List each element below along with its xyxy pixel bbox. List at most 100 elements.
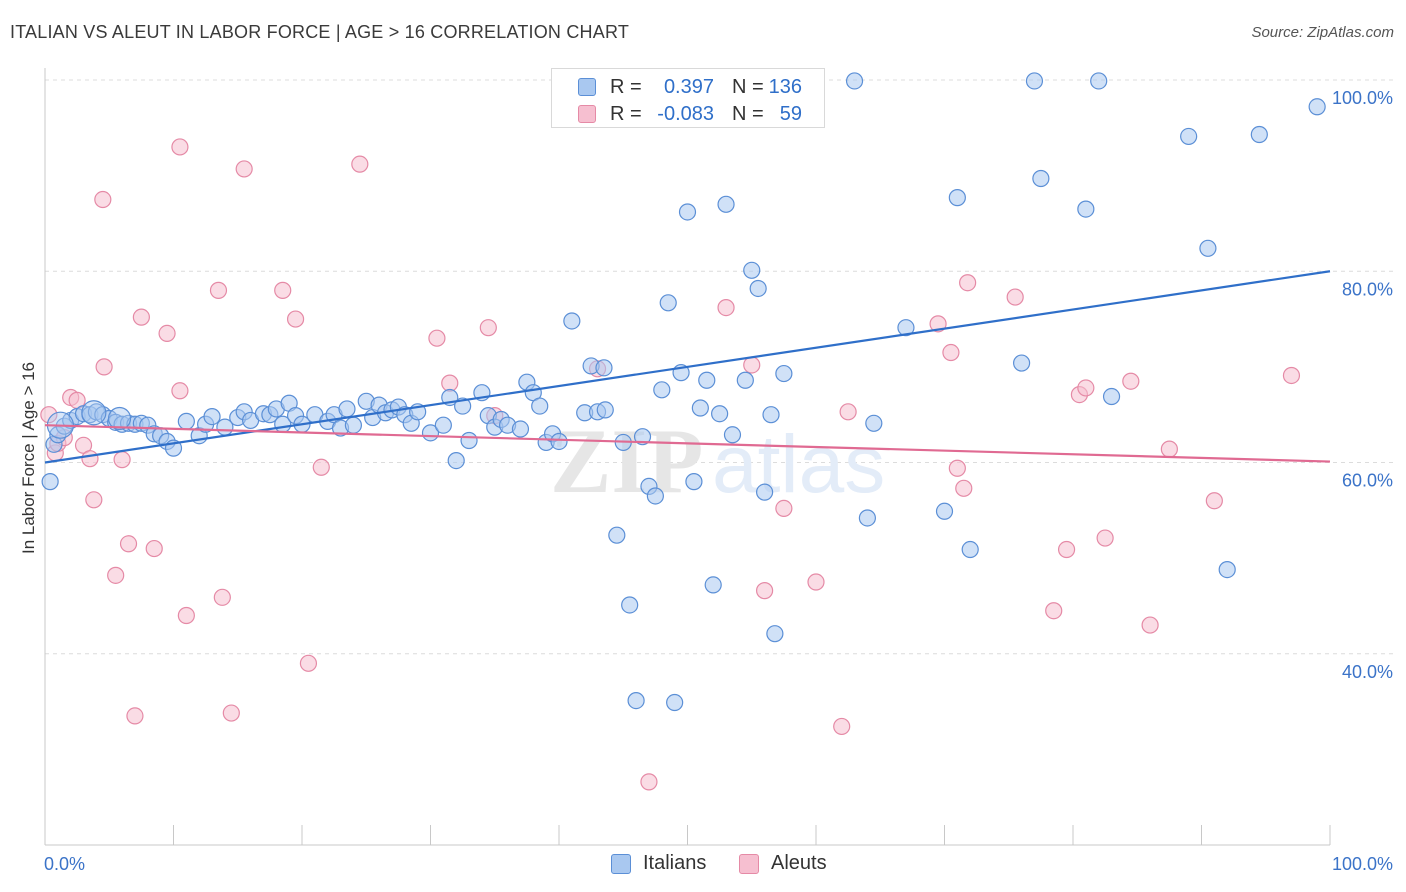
aleut-point [833,717,851,736]
aleut-point [235,160,253,178]
aleuts-swatch [578,105,596,123]
italian-point [596,401,614,419]
aleut-point [81,450,99,468]
italian-point-cluster [81,400,107,426]
italian-point [550,432,568,451]
aleut-point [274,281,292,299]
italian-points [41,72,1326,712]
y-tick-label: 40.0% [1342,662,1393,682]
source-label: Source: ZipAtlas.com [1251,24,1394,41]
n-value: 59 [779,103,802,125]
aleut-point [1282,366,1301,385]
italian-point [736,371,754,389]
correlation-legend: R = 0.397 N = 136 R = -0.083 N = 59 [551,68,825,128]
aleut-point [775,499,793,517]
italian-point [531,397,549,415]
aleut-point [1205,492,1223,510]
italian-point [762,406,780,424]
italian-point [685,473,703,491]
italian-point [646,487,664,505]
italian-point [344,416,362,434]
italians-swatch [578,78,596,96]
aleut-point [955,479,973,497]
italian-point [1199,239,1217,257]
italian-point [897,319,915,337]
italian-point [454,397,472,415]
y-tick-label: 60.0% [1342,471,1393,491]
watermark: ZIP atlas [550,410,885,512]
r-label: R = [610,103,642,125]
n-label: N = [732,76,764,98]
aleut-point [428,329,446,347]
italian-point [775,364,793,383]
italian-point [1090,72,1108,90]
italian-point [755,483,774,501]
aleut-point [126,707,144,725]
aleut-point [1122,372,1140,390]
aleut-point [1096,529,1114,547]
italian-point [633,428,652,446]
aleut-point [717,298,735,317]
aleut-point [942,343,960,362]
italian-point [460,431,478,450]
italian-point [563,312,581,330]
legend-row-italians: R = 0.397 N = 136 [552,73,824,99]
italian-point [717,195,735,213]
watermark-zip: ZIP [550,410,703,512]
aleut-point [209,281,228,299]
aleut-point [132,308,150,326]
y-tick-label: 100.0% [1332,88,1393,108]
italian-point [666,693,684,712]
italian-point [338,400,356,418]
aleut-point [85,491,103,509]
italian-point [447,451,465,470]
y-tick-label: 80.0% [1342,279,1393,299]
aleut-point [286,310,305,328]
aleut-point [1160,440,1178,458]
aleut-point [743,356,761,374]
italian-point [1025,72,1044,90]
r-value: 0.397 [663,76,714,98]
italian-point [766,625,784,643]
axes [44,68,1331,846]
aleut-point [1141,616,1159,634]
italian-point [1308,98,1326,116]
italian-point [1077,200,1095,218]
n-value: 136 [768,76,802,98]
aleut-point [312,458,330,476]
aleut-point [959,274,977,292]
r-label: R = [610,76,642,98]
aleut-points [40,138,1301,791]
italian-point [203,408,221,426]
trend-lines [44,270,1331,464]
aleut-point [1057,540,1076,559]
italian-point [595,359,613,377]
aleut-point [948,459,966,477]
aleuts-legend-label: Aleuts [771,852,827,874]
aleut-point [107,566,125,584]
italian-point [41,473,59,491]
italian-point [749,279,767,298]
aleut-point [1006,288,1024,306]
italian-point [704,576,722,594]
italian-point [1250,125,1268,144]
italian-point [711,405,729,423]
aleut-point [119,535,138,553]
italian-point [1218,560,1236,579]
aleut-point [171,382,189,400]
aleut-point [95,358,113,376]
aleut-point [94,190,112,209]
italian-point [177,412,195,430]
italians-legend-label: Italians [643,852,707,874]
aleut-point [441,374,459,392]
series-legend: Italians Aleuts [0,852,1406,878]
aleut-point [113,451,131,469]
italian-point [678,203,697,221]
aleut-point [299,654,318,672]
italian-point [723,426,742,444]
italian-point [858,509,877,527]
aleut-point [839,403,857,421]
italian-point [961,540,979,559]
italian-point [698,371,716,389]
